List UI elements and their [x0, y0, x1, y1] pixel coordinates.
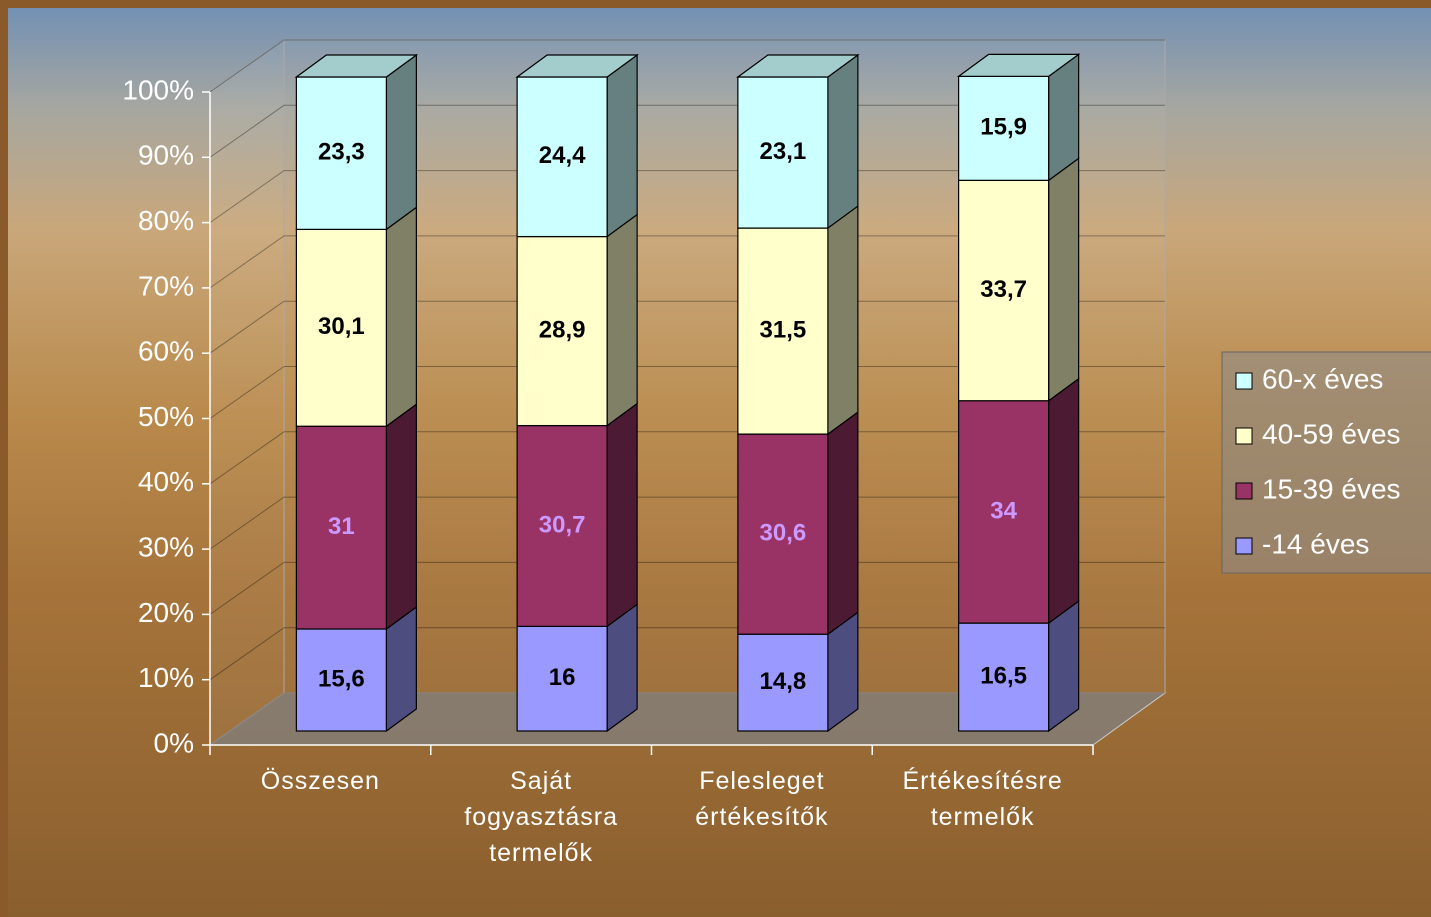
y-tick-label: 90% — [138, 140, 194, 171]
data-label: 30,7 — [539, 511, 586, 538]
data-label: 33,7 — [980, 276, 1027, 303]
x-tick-label: Felesleget értékesítők — [695, 767, 829, 831]
grid-line — [209, 300, 1165, 354]
bar — [295, 425, 387, 630]
bar — [737, 227, 829, 435]
grid-line — [209, 627, 1165, 681]
legend-box — [1221, 351, 1431, 574]
grid-line — [209, 39, 1165, 93]
bar-side — [385, 403, 417, 631]
x-tick-label: Összesen — [260, 767, 380, 795]
data-label: 16,5 — [980, 662, 1027, 689]
legend-label: 60-x éves — [1262, 363, 1383, 394]
grid-line — [209, 561, 1165, 615]
data-label: 34 — [990, 497, 1017, 524]
data-label: 23,3 — [318, 139, 365, 166]
bar — [737, 76, 829, 229]
y-tick-label: 60% — [138, 336, 194, 367]
grid-line — [209, 366, 1165, 419]
bar-side — [385, 206, 417, 428]
grid-line — [209, 692, 1165, 746]
bar-top — [515, 54, 639, 78]
legend-swatch — [1235, 537, 1253, 555]
data-label: 28,9 — [539, 316, 586, 343]
bar — [295, 228, 387, 427]
bar-side — [1048, 599, 1080, 733]
bar-side — [606, 402, 638, 628]
data-label: 16 — [549, 664, 576, 691]
grid-line — [209, 104, 1165, 158]
bar-side — [385, 53, 417, 231]
data-label: 30,6 — [760, 519, 807, 546]
bar-side — [606, 53, 638, 238]
bar — [295, 628, 387, 732]
legend-swatch — [1235, 372, 1253, 390]
x-tick-label: Saját fogyasztásra termelők — [464, 767, 618, 867]
bar-top — [956, 53, 1081, 77]
bar-side — [1048, 157, 1080, 402]
bar — [958, 400, 1050, 624]
bar — [958, 75, 1050, 181]
data-label: 24,4 — [539, 142, 586, 169]
y-tick-label: 70% — [138, 270, 194, 301]
bar — [516, 235, 608, 427]
bar — [737, 633, 829, 732]
legend-label: 15-39 éves — [1262, 473, 1401, 504]
data-label: 15,9 — [980, 114, 1027, 141]
bar-side — [827, 204, 859, 436]
grid-line — [209, 431, 1165, 485]
bar-top — [736, 54, 860, 78]
data-label: 31 — [328, 513, 355, 540]
y-tick-label: 40% — [138, 466, 194, 497]
data-label: 14,8 — [760, 668, 807, 695]
y-tick-label: 50% — [138, 401, 194, 432]
x-tick-label: Értékesítésre termelők — [902, 767, 1063, 831]
legend-label: 40-59 éves — [1262, 418, 1401, 449]
bar-side — [1048, 377, 1080, 625]
grid-line — [209, 235, 1165, 289]
y-tick-label: 0% — [154, 727, 194, 758]
bar — [737, 433, 829, 635]
bar-side — [827, 53, 859, 230]
bar — [295, 76, 387, 230]
data-label: 23,1 — [760, 138, 807, 165]
legend-label: -14 éves — [1262, 528, 1369, 559]
bar-side — [606, 213, 638, 427]
legend-swatch — [1235, 482, 1253, 500]
data-label: 31,5 — [760, 316, 807, 343]
bar-side — [827, 410, 859, 636]
bar — [516, 76, 608, 238]
y-tick-label: 10% — [138, 662, 194, 693]
data-label: 15,6 — [318, 665, 365, 692]
y-tick-label: 30% — [138, 531, 194, 562]
legend-swatch — [1235, 427, 1253, 445]
y-tick-label: 100% — [122, 74, 194, 105]
bar-top — [294, 54, 419, 78]
data-label: 30,1 — [318, 313, 365, 340]
y-tick-label: 20% — [138, 597, 194, 628]
grid-line — [209, 170, 1165, 224]
bar — [958, 622, 1050, 732]
grid-line — [209, 496, 1165, 550]
y-tick-label: 80% — [138, 205, 194, 236]
